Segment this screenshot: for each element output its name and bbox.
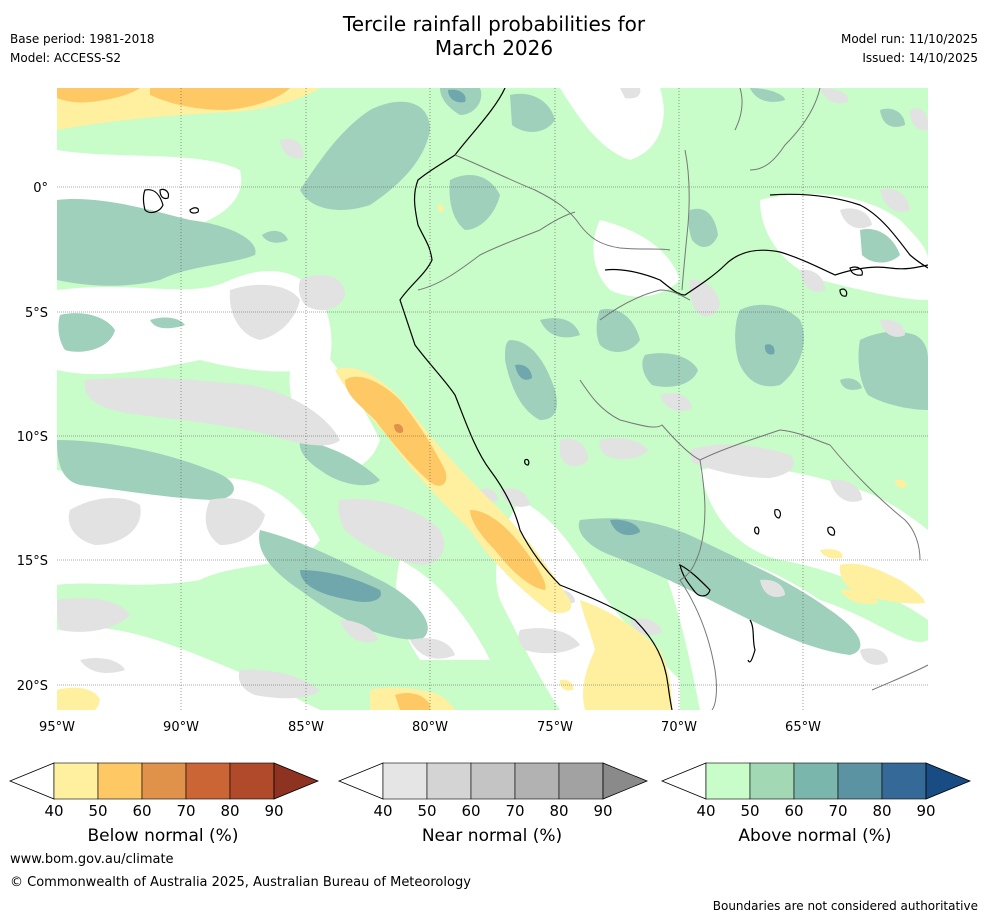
colorbar-tick-label: 90 [593,802,612,820]
colorbar-extend-low [660,762,707,800]
colorbar-segment [749,762,795,800]
colorbar-tick-label: 40 [373,802,392,820]
below-normal-60-70 [394,423,404,434]
lon-label-85w: 85°W [288,720,324,735]
colorbar-segment [514,762,560,800]
lat-label-0: 0° [33,181,48,196]
colorbar-tick-label: 70 [176,802,195,820]
title-line-2: March 2026 [434,36,554,60]
colorbar-extend-low [8,762,55,800]
website-link[interactable]: www.bom.gov.au/climate [10,852,174,867]
colorbar-tick-label: 60 [784,802,803,820]
colorbar-tick-label: 80 [872,802,891,820]
colorbar-below-normal: 40 50 60 70 80 90 [8,762,320,820]
colorbar-tick-label: 90 [264,802,283,820]
near-normal-40-50 [57,88,928,699]
colorbar-segment [837,762,883,800]
colorbar-segment [229,762,275,800]
colorbar-tick-label: 50 [88,802,107,820]
model-run: Model run: 11/10/2025 [840,32,978,46]
lon-label-65w: 65°W [785,720,821,735]
colorbar-above-normal: 40 50 60 70 80 90 [660,762,972,820]
colorbar-segment [53,762,99,800]
colorbar-near-label: Near normal (%) [421,826,563,846]
colorbar-tick-label: 80 [220,802,239,820]
lon-label-75w: 75°W [537,720,573,735]
meta-right: Model run: 11/10/2025 Issued: 14/10/2025 [841,31,978,69]
lat-label-5s: 5°S [25,306,48,321]
colorbar-tick-label: 40 [44,802,63,820]
colorbar-segment [382,762,428,800]
colorbar-segment [793,762,839,800]
lat-label-10s: 10°S [17,430,48,445]
lon-label-95w: 95°W [39,720,75,735]
colorbar-segment [141,762,187,800]
country-boundaries [417,88,928,710]
lon-label-70w: 70°W [661,720,697,735]
colorbar-above-label: Above normal (%) [738,826,892,846]
colorbar-segment [426,762,472,800]
lat-label-20s: 20°S [17,679,48,694]
colorbar-extend-high [925,762,972,800]
coastlines [142,88,928,710]
colorbar-segment [881,762,927,800]
probability-map [57,88,928,710]
above-normal-50-60 [57,88,928,655]
colorbar-tick-label: 60 [461,802,480,820]
title-line-1: Tercile rainfall probabilities for [342,12,646,36]
colorbar-segment [558,762,604,800]
colorbar-tick-label: 60 [132,802,151,820]
colorbar-extend-low [337,762,384,800]
copyright-text: © Commonwealth of Australia 2025, Austra… [10,875,471,890]
lat-label-15s: 15°S [17,554,48,569]
colorbar-segment [470,762,516,800]
colorbar-tick-label: 90 [916,802,935,820]
colorbar-tick-label: 50 [740,802,759,820]
colorbar-segment [97,762,143,800]
base-period: Base period: 1981-2018 [10,32,155,46]
boundary-disclaimer: Boundaries are not considered authoritat… [712,899,978,913]
chart-title: Tercile rainfall probabilities for March… [0,12,988,60]
colorbar-tick-label: 70 [505,802,524,820]
meta-left: Base period: 1981-2018 Model: ACCESS-S2 [10,31,155,69]
colorbar-segment [185,762,231,800]
colorbar-near-normal: 40 50 60 70 80 90 [337,762,649,820]
lon-label-80w: 80°W [412,720,448,735]
colorbar-extend-high [273,762,320,800]
issued-date: Issued: 14/10/2025 [862,51,978,65]
colorbar-tick-label: 40 [696,802,715,820]
colorbar-tick-label: 70 [828,802,847,820]
model-name: Model: ACCESS-S2 [10,51,122,65]
colorbar-tick-label: 50 [417,802,436,820]
above-normal-60-70 [300,89,775,602]
below-normal-50-60 [57,88,546,710]
lat-labels: 0° 5°S 10°S 15°S 20°S [17,181,48,694]
colorbar-extend-high [602,762,649,800]
lon-label-90w: 90°W [163,720,199,735]
lon-labels: 95°W 90°W 85°W 80°W 75°W 70°W 65°W [39,720,821,735]
colorbar-tick-label: 80 [549,802,568,820]
colorbar-below-label: Below normal (%) [87,826,239,846]
colorbar-segment [705,762,751,800]
